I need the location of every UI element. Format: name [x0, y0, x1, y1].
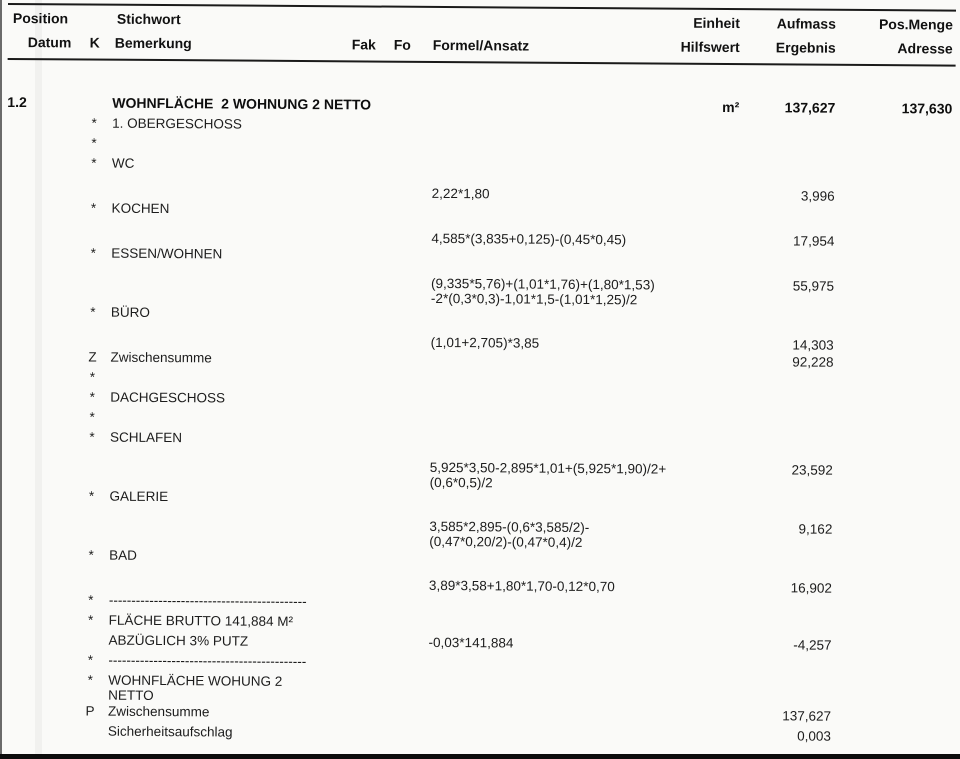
col-fo-label: Fo [393, 36, 411, 53]
kennzeichen-cell: * [89, 429, 95, 445]
posmenge-adresse-cell: 137,630 [901, 100, 953, 117]
kennzeichen-cell: * [88, 488, 95, 504]
stichwort-bemerkung-cell: FLÄCHE BRUTTO 141,884 M² [108, 612, 294, 629]
stichwort-bemerkung-cell: Zwischensumme [110, 349, 212, 366]
col-bemerkung-label: Bemerkung [114, 34, 192, 52]
stichwort-bemerkung-cell: WOHNFLÄCHE 2 WOHNUNG 2 NETTO [112, 94, 372, 113]
kennzeichen-cell: * [89, 369, 96, 385]
aufmass-ergebnis-cell: 23,592 [791, 462, 833, 478]
formel-ansatz-cell: -0,03*141,884 [428, 634, 514, 651]
formel-ansatz-cell: 2,22*1,80 [431, 185, 490, 202]
stichwort-bemerkung-cell: GALERIE [109, 488, 169, 505]
kennzeichen-cell: * [91, 135, 97, 151]
kennzeichen-cell: * [88, 592, 94, 608]
col-aufmass-label: Aufmass [776, 15, 836, 32]
aufmass-ergebnis-cell: -4,257 [793, 637, 832, 653]
stichwort-bemerkung-cell: BÜRO [110, 304, 150, 320]
aufmass-ergebnis-cell: 55,975 [792, 278, 835, 294]
formel-ansatz-cell: (1,01+2,705)*3,85 [430, 334, 540, 351]
stichwort-bemerkung-cell: SCHLAFEN [109, 429, 183, 446]
kennzeichen-cell: * [88, 547, 94, 563]
col-position-label: Position [12, 9, 69, 27]
stichwort-bemerkung-cell: DACHGESCHOSS [110, 389, 226, 406]
position-cell: 1.2 [7, 93, 27, 111]
formel-ansatz-cell: (9,335*5,76)+(1,01*1,76)+(1,80*1,53) -2*… [430, 275, 655, 308]
formel-ansatz-cell: 5,925*3,50-2,895*1,01+(5,925*1,90)/2+ (0… [429, 459, 667, 491]
stichwort-bemerkung-cell: ----------------------------------------… [108, 592, 307, 610]
stichwort-bemerkung-cell: WOHNFLÄCHE WOHUNG 2 NETTO [108, 672, 283, 703]
col-stichwort-label: Stichwort [116, 10, 181, 28]
aufmass-ergebnis-cell: 92,228 [792, 354, 834, 370]
stichwort-bemerkung-cell: BAD [109, 547, 137, 563]
col-posmenge-label: Pos.Menge [878, 16, 953, 33]
aufmass-ergebnis-cell: 3,996 [800, 188, 835, 204]
stichwort-bemerkung-cell: ESSEN/WOHNEN [111, 245, 223, 262]
col-hilfswert-label: Hilfswert [680, 38, 740, 56]
aufmass-ergebnis-cell: 137,627 [784, 99, 836, 116]
kennzeichen-cell: * [87, 652, 94, 668]
aufmass-ergebnis-cell: 17,954 [793, 233, 835, 249]
stichwort-bemerkung-cell: WC [111, 155, 135, 171]
scan-edge-artifact [0, 0, 2, 759]
stichwort-bemerkung-cell: ----------------------------------------… [108, 652, 307, 670]
stichwort-bemerkung-cell: Zwischensumme [108, 703, 210, 720]
aufmass-ergebnis-cell: 14,303 [792, 337, 834, 353]
page-bottom-scan-edge [0, 754, 960, 759]
stichwort-bemerkung-cell: ABZÜGLICH 3% PUTZ [108, 632, 249, 649]
formel-ansatz-cell: 4,585*(3,835+0,125)-(0,45*0,45) [431, 230, 627, 248]
col-fak-label: Fak [351, 36, 376, 53]
col-ergebnis-label: Ergebnis [775, 39, 836, 56]
aufmass-ergebnis-cell: 137,627 [782, 708, 832, 724]
kennzeichen-cell: * [90, 200, 97, 216]
kennzeichen-cell: P [85, 703, 95, 719]
kennzeichen-cell: * [89, 389, 95, 405]
col-formel-ansatz-label: Formel/Ansatz [432, 36, 530, 54]
table-header-row-2: Datum K Bemerkung Fak Fo Formel/Ansatz H… [0, 34, 953, 57]
col-datum-label: Datum [27, 34, 72, 51]
stichwort-bemerkung-cell: Sicherheitsaufschlag [107, 723, 233, 740]
header-bottom-rule [7, 57, 956, 67]
kennzeichen-cell: * [90, 304, 96, 320]
kennzeichen-cell: Z [88, 349, 97, 365]
kennzeichen-cell: * [89, 409, 95, 425]
einheit-hilfswert-cell: m² [722, 98, 740, 116]
col-einheit-label: Einheit [693, 14, 740, 32]
aufmass-ergebnis-cell: 16,902 [790, 580, 833, 596]
aufmass-ergebnis-cell: 0,003 [797, 728, 831, 744]
kennzeichen-cell: * [87, 672, 93, 688]
stichwort-bemerkung-cell: 1. OBERGESCHOSS [112, 115, 243, 132]
table-header-row-1: Position Stichwort Einheit Aufmass Pos.M… [0, 10, 953, 33]
col-adresse-label: Adresse [897, 40, 953, 57]
stichwort-bemerkung-cell: KOCHEN [111, 200, 170, 217]
kennzeichen-cell: * [88, 612, 94, 628]
col-k-label: K [89, 34, 100, 51]
kennzeichen-cell: * [90, 245, 96, 261]
formel-ansatz-cell: 3,585*2,895-(0,6*3,585/2)- (0,47*0,20/2)… [429, 518, 590, 550]
kennzeichen-cell: * [91, 115, 97, 131]
aufmass-ergebnis-cell: 9,162 [798, 521, 833, 537]
kennzeichen-cell: * [91, 155, 97, 171]
formel-ansatz-cell: 3,89*3,58+1,80*1,70-0,12*0,70 [428, 577, 615, 595]
table-body: 1.2 WOHNFLÄCHE 2 WOHNUNG 2 NETTO m² 137,… [0, 93, 953, 750]
